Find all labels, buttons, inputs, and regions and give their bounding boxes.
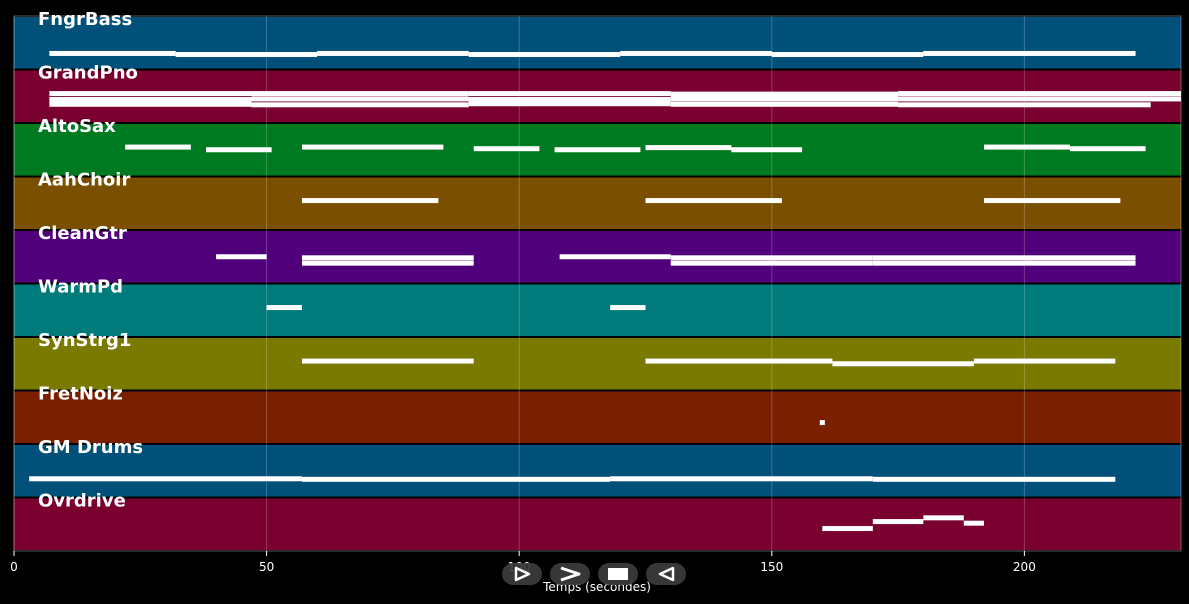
note-segment (175, 52, 318, 58)
note-segment (983, 198, 1121, 204)
rewind-button[interactable] (646, 563, 686, 585)
x-tick-label: 0 (10, 560, 18, 574)
note-segment (251, 91, 469, 97)
note-segment (49, 101, 252, 107)
note-segment (554, 147, 641, 153)
note-segment (468, 91, 671, 97)
note-segment (301, 260, 474, 266)
note-segment (559, 254, 671, 260)
playback-controls (502, 563, 686, 585)
note-segment (670, 260, 873, 266)
note-segment (610, 476, 873, 482)
note-segment (301, 476, 611, 482)
note-segment (49, 50, 176, 56)
note-segment (301, 198, 439, 204)
note-segment (301, 144, 444, 150)
note-segment (49, 96, 252, 102)
play-button[interactable] (502, 563, 542, 585)
note-segment (963, 520, 984, 526)
note-segment (670, 96, 899, 102)
note-segment (266, 305, 302, 311)
x-tick-label: 50 (259, 560, 274, 574)
note-segment (125, 144, 191, 150)
note-segment (670, 91, 899, 97)
track-label: GM Drums (38, 437, 143, 458)
note-segment (468, 52, 621, 58)
track-label: Ovrdrive (38, 491, 126, 512)
track-labels: FngrBass GrandPno AltoSax AahChoir CleanGtr W… (38, 9, 143, 512)
forward-button[interactable] (550, 563, 590, 585)
note-segment (473, 146, 540, 152)
note-segment (670, 101, 899, 107)
track-band (14, 445, 1181, 497)
track-band (14, 177, 1181, 229)
chevron-right-icon (560, 566, 581, 582)
track-label: FretNoiz (38, 384, 123, 405)
note-segment (832, 361, 974, 367)
note-segment (819, 420, 825, 426)
track-label: WarmPd (38, 277, 123, 298)
track-label: AahChoir (38, 170, 130, 191)
note-segment (645, 358, 833, 364)
track-band (14, 338, 1181, 390)
note-segment (898, 91, 1181, 97)
x-tick-label: 150 (760, 560, 783, 574)
track-label: GrandPno (38, 63, 138, 84)
note-segment (645, 145, 732, 151)
track-label: FngrBass (38, 9, 132, 30)
note-segment (610, 305, 646, 311)
note-segment (872, 476, 1116, 482)
note-segment (872, 519, 924, 525)
play-icon (514, 566, 531, 582)
track-band (14, 498, 1181, 550)
note-segment (29, 476, 302, 482)
note-segment (301, 255, 474, 261)
track-band (14, 284, 1181, 336)
note-segment (731, 147, 803, 153)
note-segment (872, 260, 1136, 266)
stop-button[interactable] (598, 563, 638, 585)
note-segment (898, 96, 1181, 102)
note-segment (205, 147, 272, 153)
note-segment (983, 144, 1070, 150)
note-segment (301, 358, 474, 364)
note-segment (771, 52, 924, 58)
note-segment (670, 255, 873, 261)
note-segment (973, 358, 1116, 364)
note-segment (468, 101, 671, 107)
track-label: SynStrg1 (38, 330, 131, 351)
note-segment (251, 102, 469, 108)
note-segment (216, 254, 267, 260)
track-band (14, 70, 1181, 122)
note-segment (251, 96, 469, 102)
stop-icon (608, 568, 628, 580)
note-segment (1069, 146, 1146, 152)
note-segment (923, 50, 1136, 56)
note-segment (468, 96, 671, 102)
note-segment (317, 50, 469, 56)
note-segment (645, 198, 782, 204)
note-segment (923, 515, 964, 521)
note-segment (49, 91, 252, 97)
note-segment (872, 255, 1136, 261)
track-band (14, 391, 1181, 443)
track-label: AltoSax (38, 116, 116, 137)
note-segment (822, 526, 873, 532)
track-label: CleanGtr (38, 223, 127, 244)
plot-frame (13, 15, 1182, 552)
rewind-icon (658, 566, 675, 582)
note-segment (898, 102, 1151, 108)
note-segment (620, 50, 772, 56)
x-tick-label: 200 (1013, 560, 1036, 574)
track-band (14, 17, 1181, 69)
note-segments (29, 50, 1181, 532)
